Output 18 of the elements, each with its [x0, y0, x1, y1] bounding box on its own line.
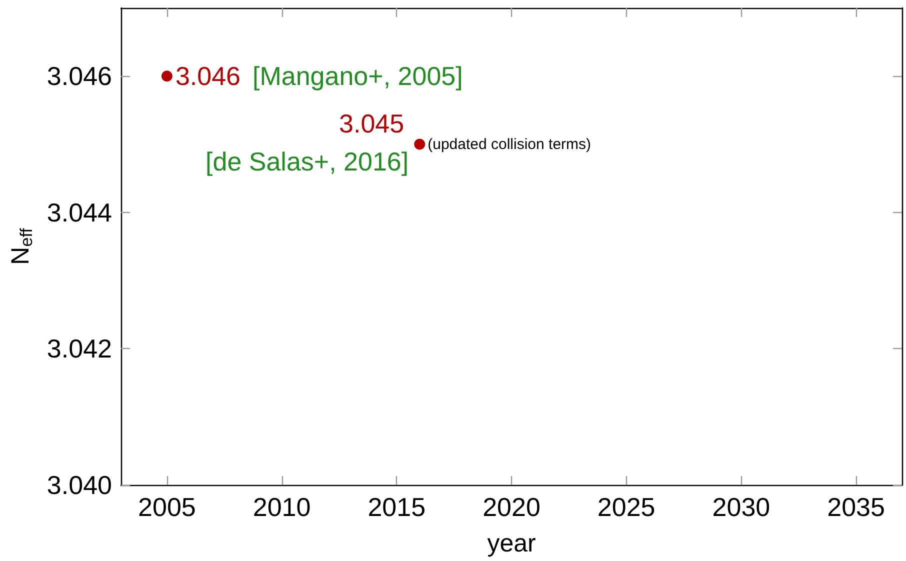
x-tick-label: 2020 — [482, 492, 540, 522]
y-tick-label: 3.044 — [46, 197, 112, 228]
annotation: [de Salas+, 2016] — [206, 146, 409, 176]
x-tick-label: 2035 — [827, 492, 885, 522]
x-tick-label: 2025 — [597, 492, 656, 522]
x-tick-label: 2015 — [368, 492, 426, 522]
x-tick-label: 2030 — [712, 492, 770, 522]
x-tick-label: 2010 — [252, 492, 311, 522]
x-axis-title: year — [487, 530, 536, 558]
y-axis-title: Neff — [6, 228, 36, 265]
annotation: [Mangano+, 2005] — [252, 61, 463, 92]
annotation: (updated collision terms) — [428, 136, 592, 153]
y-tick-label: 3.040 — [46, 470, 112, 500]
data-label: 3.045 — [339, 108, 404, 138]
y-tick-label: 3.042 — [46, 334, 112, 364]
x-tick-label: 2005 — [138, 492, 196, 522]
y-tick-label: 3.046 — [46, 61, 112, 92]
data-label: 3.046 — [175, 61, 241, 92]
